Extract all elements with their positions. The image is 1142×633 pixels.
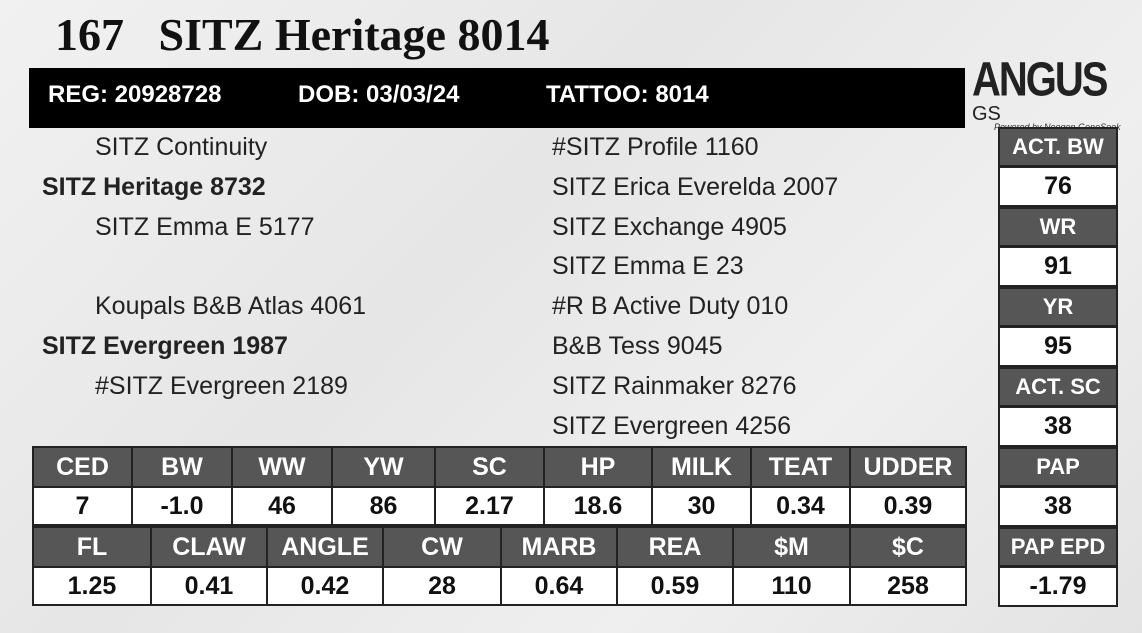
epd-header: CW <box>382 526 502 568</box>
epd-value: 0.42 <box>266 566 384 606</box>
stat-label: PAP <box>998 447 1118 487</box>
epd-value: 2.17 <box>434 486 545 526</box>
epd-value: 30 <box>651 486 752 526</box>
pedigree-right: SITZ Exchange 4905 <box>552 212 787 241</box>
epd-header: ANGLE <box>266 526 384 568</box>
stat-label: ACT. SC <box>998 367 1118 407</box>
epd-value: -1.0 <box>131 486 233 526</box>
stat-value: 38 <box>998 406 1118 447</box>
pedigree-right: #R B Active Duty 010 <box>552 292 789 321</box>
epd-header: UDDER <box>849 446 967 488</box>
pedigree-left: Koupals B&B Atlas 4061 <box>95 292 367 321</box>
stat-label: ACT. BW <box>998 127 1118 167</box>
pedigree-right: #SITZ Profile 1160 <box>552 133 759 161</box>
epd-value: 28 <box>382 566 502 606</box>
epd-value: 0.39 <box>849 486 967 526</box>
id-field: REG: 20928728 <box>48 81 222 108</box>
epd-value: 86 <box>331 486 436 526</box>
pedigree-left: #SITZ Evergreen 2189 <box>95 371 348 400</box>
epd-header: YW <box>331 446 436 488</box>
title: 167 SITZ Heritage 8014 <box>55 8 549 61</box>
epd-header: HP <box>543 446 653 488</box>
stat-label: PAP EPD <box>998 527 1118 567</box>
epd-value: 258 <box>849 566 967 606</box>
pedigree-right: SITZ Emma E 23 <box>552 252 744 281</box>
id-field: DOB: 03/03/24 <box>298 81 460 108</box>
stat-value: 95 <box>998 326 1118 367</box>
epd-header: $M <box>732 526 851 568</box>
stat-value: 91 <box>998 246 1118 287</box>
epd-header: CLAW <box>150 526 268 568</box>
epd-value: 110 <box>732 566 851 606</box>
epd-value: 18.6 <box>543 486 653 526</box>
stat-label: YR <box>998 287 1118 327</box>
epd-header: TEAT <box>750 446 851 488</box>
epd-value: 0.41 <box>150 566 268 606</box>
pedigree-right: SITZ Rainmaker 8276 <box>552 371 797 400</box>
epd-value: 0.59 <box>616 566 734 606</box>
epd-header: MARB <box>500 526 618 568</box>
logo-main: ANGUS <box>972 53 1108 107</box>
logo: ANGUSGS Powered by Neogen GeneSeek <box>972 54 1122 133</box>
epd-header: BW <box>131 446 233 488</box>
stat-value: 76 <box>998 166 1118 207</box>
epd-header: MILK <box>651 446 752 488</box>
epd-value: 0.34 <box>750 486 851 526</box>
stat-value: 38 <box>998 486 1118 527</box>
id-bar <box>29 68 965 128</box>
stat-value: -1.79 <box>998 566 1118 607</box>
epd-header: WW <box>231 446 333 488</box>
id-field: TATTOO: 8014 <box>546 81 709 108</box>
pedigree-left: SITZ Heritage 8732 <box>42 172 266 201</box>
stat-label: WR <box>998 207 1118 247</box>
epd-header: SC <box>434 446 545 488</box>
epd-header: REA <box>616 526 734 568</box>
epd-value: 0.64 <box>500 566 618 606</box>
epd-value: 46 <box>231 486 333 526</box>
lot-number: 167 <box>55 9 124 60</box>
epd-header: CED <box>32 446 133 488</box>
pedigree-right: SITZ Erica Everelda 2007 <box>552 172 839 201</box>
pedigree-right: B&B Tess 9045 <box>552 332 723 360</box>
animal-name: SITZ Heritage 8014 <box>158 9 550 60</box>
epd-header: $C <box>849 526 967 568</box>
logo-suffix: GS <box>972 103 1001 125</box>
epd-header: FL <box>32 526 152 568</box>
pedigree-left: SITZ Evergreen 1987 <box>42 332 288 360</box>
pedigree-left: SITZ Emma E 5177 <box>95 212 315 241</box>
epd-value: 1.25 <box>32 566 152 606</box>
pedigree-right: SITZ Evergreen 4256 <box>552 411 792 440</box>
epd-value: 7 <box>32 486 133 526</box>
pedigree-left: SITZ Continuity <box>95 133 268 161</box>
